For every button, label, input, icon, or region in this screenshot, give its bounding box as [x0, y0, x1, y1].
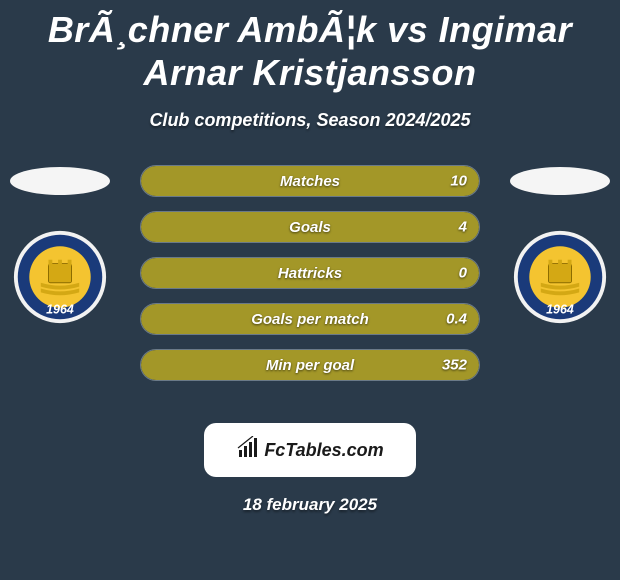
stat-label: Min per goal — [266, 357, 354, 374]
stat-label: Matches — [280, 173, 340, 190]
stat-row: Matches 10 — [140, 165, 480, 197]
stat-row: Min per goal 352 — [140, 349, 480, 381]
svg-text:1964: 1964 — [546, 303, 574, 317]
club-badge-right: 1964 — [512, 229, 608, 325]
page-title: BrÃ¸chner AmbÃ¦k vs Ingimar Arnar Kristj… — [0, 0, 620, 94]
stat-label: Goals — [289, 219, 331, 236]
brand-box: FcTables.com — [204, 423, 416, 477]
player-left-oval — [10, 167, 110, 195]
svg-text:1964: 1964 — [46, 303, 74, 317]
stat-label: Goals per match — [251, 311, 369, 328]
chart-icon — [236, 436, 260, 465]
stat-right-value: 10 — [450, 173, 467, 190]
stat-right-value: 352 — [442, 357, 467, 374]
stat-row: Hattricks 0 — [140, 257, 480, 289]
stats-list: Matches 10 Goals 4 Hattricks 0 Goals per match… — [140, 165, 480, 395]
stat-label: Hattricks — [278, 265, 342, 282]
subtitle: Club competitions, Season 2024/2025 — [0, 110, 620, 131]
date-label: 18 february 2025 — [0, 495, 620, 515]
stat-row: Goals per match 0.4 — [140, 303, 480, 335]
stat-row: Goals 4 — [140, 211, 480, 243]
stat-right-value: 0 — [459, 265, 467, 282]
comparison-panel: 1964 1964 Matches 10 Goals 4 Hattricks 0 Goals… — [0, 165, 620, 405]
club-badge-left: 1964 — [12, 229, 108, 325]
stat-right-value: 0.4 — [446, 311, 467, 328]
brand-text: FcTables.com — [264, 440, 383, 461]
stat-right-value: 4 — [459, 219, 467, 236]
player-right-oval — [510, 167, 610, 195]
